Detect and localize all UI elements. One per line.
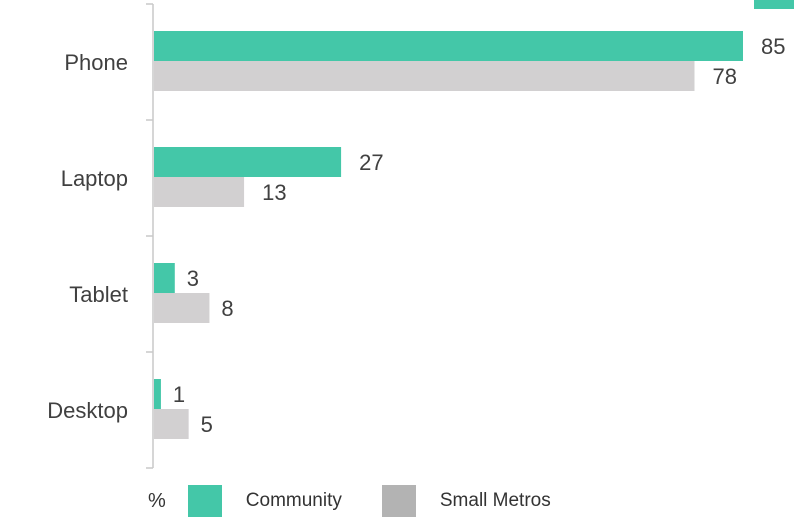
bar-small-metros-tablet: [154, 293, 210, 323]
category-label-desktop: Desktop: [47, 398, 128, 423]
bars-layer: [154, 31, 743, 439]
bar-small-metros-desktop: [154, 409, 189, 439]
category-label-tablet: Tablet: [69, 282, 128, 307]
labels-layer: Phone 85 78 Laptop 27 13 Tablet 38 Desktop 15: [47, 34, 785, 437]
data-label-small-metros-laptop: 13: [262, 180, 286, 205]
legend-label-small-metros: Small Metros: [439, 490, 551, 511]
category-label-laptop: Laptop: [61, 166, 128, 191]
data-label-small-metros-phone: 78: [712, 64, 736, 89]
corner-color-mark: [754, 0, 794, 9]
data-label-community-tablet: 3: [187, 266, 199, 291]
bar-small-metros-laptop: [154, 177, 245, 207]
bar-small-metros-phone: [154, 61, 695, 91]
category-label-phone: Phone: [64, 50, 128, 75]
bar-community-phone: [154, 31, 743, 61]
data-label-small-metros-desktop: 5: [201, 412, 213, 437]
category-axis: [146, 3, 154, 469]
data-label-community-laptop: 27: [359, 150, 383, 175]
data-label-community-desktop: 1: [173, 382, 185, 407]
legend-item-small-metros: Small Metros: [381, 485, 551, 517]
legend-label-community: Community: [245, 490, 342, 511]
data-label-small-metros-tablet: 8: [221, 296, 233, 321]
legend-item-community: Community: [187, 485, 342, 517]
legend-unit: %: [148, 489, 166, 512]
legend-swatch-small-metros: [381, 485, 416, 517]
data-label-community-phone: 85: [761, 34, 785, 59]
legend-swatch-community: [187, 485, 222, 517]
bar-community-tablet: [154, 263, 175, 293]
legend: % Community Small Metros: [148, 484, 591, 518]
bar-community-laptop: [154, 147, 342, 177]
bar-community-desktop: [154, 379, 161, 409]
